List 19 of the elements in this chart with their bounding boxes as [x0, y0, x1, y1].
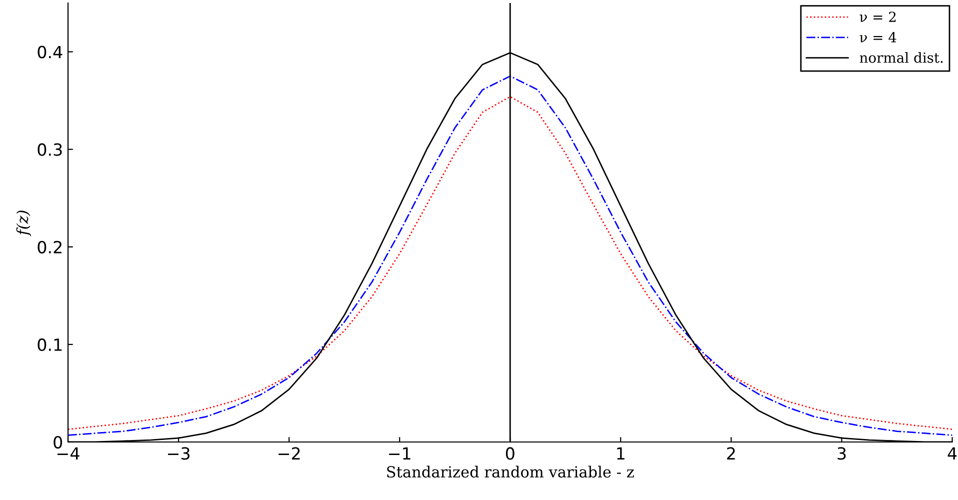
y-axis-title: f(z) [16, 210, 32, 236]
legend-label: ν = 2 [860, 12, 896, 22]
y-tick-label: 0.1 [38, 338, 62, 352]
legend-label: ν = 4 [860, 32, 896, 42]
x-tick-label: 2 [727, 447, 735, 460]
x-tick-label: −2 [278, 447, 300, 460]
x-tick-label: 0 [506, 447, 514, 460]
x-tick-label: 3 [838, 447, 846, 460]
x-axis-title: Standarized random variable - z [387, 466, 634, 478]
x-tick-label: −1 [389, 447, 410, 460]
legend-label: normal dist. [860, 52, 943, 63]
y-tick-label: 0.2 [38, 240, 62, 254]
x-tick-label: 1 [617, 447, 624, 460]
y-tick-label: 0.4 [38, 46, 62, 58]
y-tick-label: 0 [54, 436, 62, 449]
x-tick-label: 4 [948, 447, 957, 460]
y-tick-label: 0.3 [38, 143, 62, 156]
x-tick-label: −4 [58, 447, 80, 460]
x-tick-label: −3 [168, 447, 190, 460]
